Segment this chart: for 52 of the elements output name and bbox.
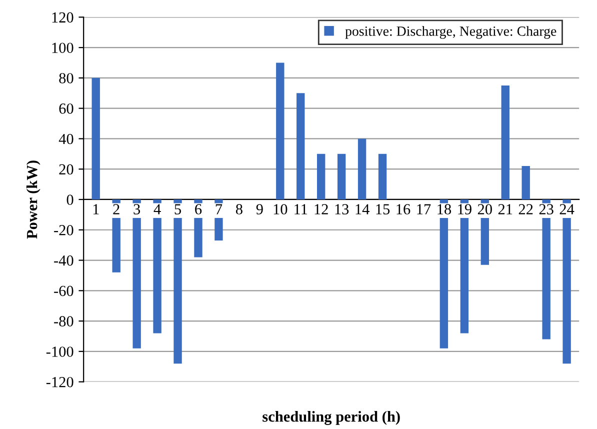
y-tick-label: 80 bbox=[59, 73, 74, 84]
y-tick-label: -100 bbox=[46, 346, 74, 357]
bar bbox=[132, 199, 141, 348]
y-tick-label: -120 bbox=[46, 376, 74, 388]
x-axis-title: scheduling period (h) bbox=[262, 410, 400, 425]
y-tick-label: 40 bbox=[58, 134, 74, 144]
bar bbox=[276, 62, 284, 200]
x-tick-label: 23 bbox=[539, 204, 554, 214]
bar bbox=[153, 199, 162, 334]
x-tick-label: 21 bbox=[498, 204, 512, 214]
y-tick-label: 0 bbox=[66, 194, 74, 205]
y-tick-label: -20 bbox=[54, 225, 74, 236]
bar bbox=[522, 166, 530, 200]
bar bbox=[501, 86, 510, 200]
y-tick-label: 60 bbox=[59, 103, 74, 114]
x-tick-label: 17 bbox=[417, 204, 431, 214]
x-tick-label: 4 bbox=[154, 204, 161, 214]
legend-label: positive: Discharge, Negative: Charge bbox=[345, 26, 556, 39]
bar bbox=[174, 199, 182, 364]
y-tick-label: 20 bbox=[59, 164, 74, 175]
x-tick-label: 13 bbox=[335, 204, 349, 214]
x-tick-label: 9 bbox=[256, 204, 263, 214]
x-tick-label: 22 bbox=[518, 204, 533, 214]
bar bbox=[92, 78, 100, 200]
x-tick-label: 24 bbox=[560, 204, 574, 214]
x-tick-label: 7 bbox=[216, 204, 222, 214]
x-tick-label: 11 bbox=[294, 204, 308, 214]
bar bbox=[378, 154, 387, 200]
x-tick-label: 12 bbox=[314, 204, 328, 214]
x-tick-label: 5 bbox=[174, 204, 181, 214]
x-tick-label: 20 bbox=[478, 204, 492, 214]
x-tick-label: 15 bbox=[376, 204, 390, 214]
bar bbox=[296, 93, 305, 200]
y-axis-title: Power (kW) bbox=[26, 160, 40, 239]
y-tick-label: 100 bbox=[52, 42, 74, 53]
y-tick-label: -40 bbox=[54, 255, 74, 266]
y-tick-label: -60 bbox=[54, 286, 74, 296]
x-tick-label: 14 bbox=[356, 204, 370, 214]
x-tick-label: 2 bbox=[113, 204, 120, 214]
y-tick-label: -80 bbox=[54, 316, 74, 326]
y-tick-label: 120 bbox=[52, 12, 74, 23]
x-tick-label: 1 bbox=[93, 204, 99, 214]
bar bbox=[358, 138, 366, 200]
bar bbox=[317, 154, 326, 200]
x-tick-label: 3 bbox=[134, 204, 140, 214]
x-tick-label: 8 bbox=[236, 204, 242, 214]
x-tick-label: 19 bbox=[458, 204, 472, 214]
x-tick-label: 16 bbox=[396, 204, 410, 214]
x-tick-label: 6 bbox=[195, 204, 202, 214]
bar bbox=[337, 154, 346, 200]
x-tick-label: 18 bbox=[438, 204, 452, 214]
x-tick-label: 10 bbox=[274, 204, 288, 214]
